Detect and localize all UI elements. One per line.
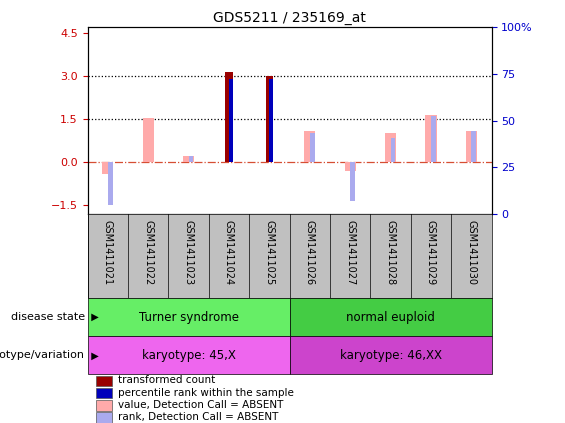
- Text: transformed count: transformed count: [118, 376, 215, 385]
- Text: GSM1411029: GSM1411029: [426, 220, 436, 285]
- Bar: [102, 162, 114, 173]
- Bar: [229, 79, 233, 162]
- Bar: [183, 157, 194, 162]
- Text: GSM1411023: GSM1411023: [184, 220, 194, 285]
- Text: normal euploid: normal euploid: [346, 311, 435, 324]
- Bar: [88, 298, 289, 336]
- Title: GDS5211 / 235169_at: GDS5211 / 235169_at: [213, 11, 366, 25]
- Text: disease state: disease state: [11, 312, 85, 322]
- Bar: [466, 131, 477, 162]
- Text: GSM1411025: GSM1411025: [264, 220, 275, 285]
- Bar: [95, 400, 112, 411]
- Bar: [95, 388, 112, 398]
- Text: GSM1411026: GSM1411026: [305, 220, 315, 285]
- Bar: [345, 162, 356, 170]
- Bar: [304, 131, 315, 162]
- Text: Turner syndrome: Turner syndrome: [138, 311, 238, 324]
- Bar: [108, 162, 112, 205]
- Bar: [390, 138, 395, 162]
- Bar: [266, 76, 273, 162]
- Text: genotype/variation: genotype/variation: [0, 350, 85, 360]
- Bar: [310, 133, 315, 162]
- Bar: [289, 298, 492, 336]
- Text: percentile rank within the sample: percentile rank within the sample: [118, 387, 294, 398]
- Text: rank, Detection Call = ABSENT: rank, Detection Call = ABSENT: [118, 412, 278, 422]
- Bar: [95, 412, 112, 423]
- Text: GSM1411030: GSM1411030: [466, 220, 476, 285]
- Text: ▶: ▶: [85, 350, 98, 360]
- Text: GSM1411028: GSM1411028: [385, 220, 396, 285]
- Bar: [225, 72, 233, 162]
- Bar: [270, 79, 273, 162]
- Text: GSM1411021: GSM1411021: [103, 220, 113, 285]
- Bar: [425, 115, 437, 162]
- Bar: [142, 118, 154, 162]
- Bar: [189, 157, 193, 162]
- Bar: [385, 133, 396, 162]
- Text: ▶: ▶: [85, 312, 98, 322]
- Text: karyotype: 45,X: karyotype: 45,X: [142, 349, 236, 362]
- Bar: [88, 336, 289, 374]
- Text: value, Detection Call = ABSENT: value, Detection Call = ABSENT: [118, 400, 283, 410]
- Text: GSM1411024: GSM1411024: [224, 220, 234, 285]
- Bar: [350, 162, 355, 201]
- Text: GSM1411027: GSM1411027: [345, 220, 355, 285]
- Bar: [431, 116, 436, 162]
- Bar: [471, 131, 476, 162]
- Text: karyotype: 46,XX: karyotype: 46,XX: [340, 349, 442, 362]
- Text: GSM1411022: GSM1411022: [143, 220, 153, 285]
- Bar: [95, 376, 112, 386]
- Bar: [289, 336, 492, 374]
